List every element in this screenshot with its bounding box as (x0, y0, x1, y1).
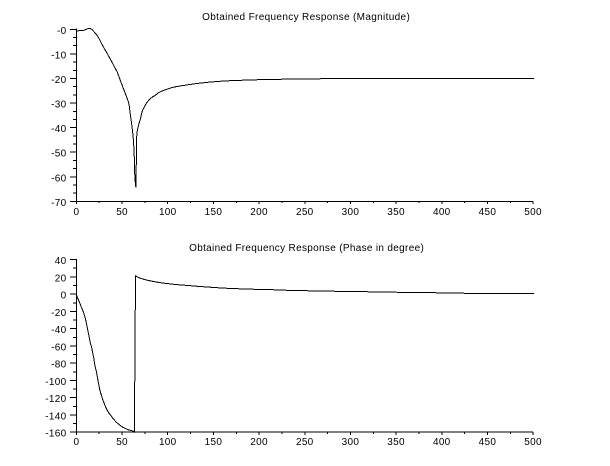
svg-text:0: 0 (73, 207, 79, 218)
svg-text:Obtained Frequency Response (M: Obtained Frequency Response (Magnitude) (202, 12, 410, 23)
svg-text:250: 250 (296, 207, 314, 218)
svg-text:50: 50 (116, 437, 128, 448)
svg-text:400: 400 (433, 207, 451, 218)
svg-text:200: 200 (250, 207, 268, 218)
svg-text:0: 0 (73, 437, 79, 448)
svg-text:150: 150 (205, 207, 223, 218)
svg-text:-60: -60 (51, 173, 66, 184)
svg-text:-120: -120 (45, 394, 66, 405)
svg-text:Obtained Frequency Response (P: Obtained Frequency Response (Phase in de… (189, 243, 424, 254)
svg-text:450: 450 (479, 207, 497, 218)
svg-text:-80: -80 (51, 360, 66, 371)
svg-text:-160: -160 (45, 429, 66, 440)
svg-text:20: 20 (55, 273, 67, 284)
svg-text:300: 300 (342, 437, 360, 448)
svg-text:-60: -60 (51, 342, 66, 353)
svg-text:350: 350 (387, 207, 405, 218)
svg-text:200: 200 (250, 437, 268, 448)
svg-text:500: 500 (524, 207, 542, 218)
svg-text:-30: -30 (51, 100, 66, 111)
svg-text:150: 150 (205, 437, 223, 448)
svg-text:100: 100 (159, 437, 177, 448)
svg-text:40: 40 (55, 256, 67, 267)
svg-text:400: 400 (433, 437, 451, 448)
svg-text:-0: -0 (57, 26, 67, 37)
svg-text:-50: -50 (51, 149, 66, 160)
svg-text:350: 350 (387, 437, 405, 448)
svg-text:250: 250 (296, 437, 314, 448)
svg-text:-40: -40 (51, 124, 66, 135)
svg-text:-140: -140 (45, 411, 66, 422)
svg-text:300: 300 (342, 207, 360, 218)
svg-text:-100: -100 (45, 377, 66, 388)
svg-text:-40: -40 (51, 325, 66, 336)
svg-text:100: 100 (159, 207, 177, 218)
svg-text:-20: -20 (51, 75, 66, 86)
svg-text:-70: -70 (51, 198, 66, 209)
svg-text:50: 50 (116, 207, 128, 218)
svg-text:0: 0 (61, 291, 67, 302)
svg-text:-10: -10 (51, 50, 66, 61)
svg-text:-20: -20 (51, 308, 66, 319)
svg-text:450: 450 (479, 437, 497, 448)
svg-text:500: 500 (524, 437, 542, 448)
